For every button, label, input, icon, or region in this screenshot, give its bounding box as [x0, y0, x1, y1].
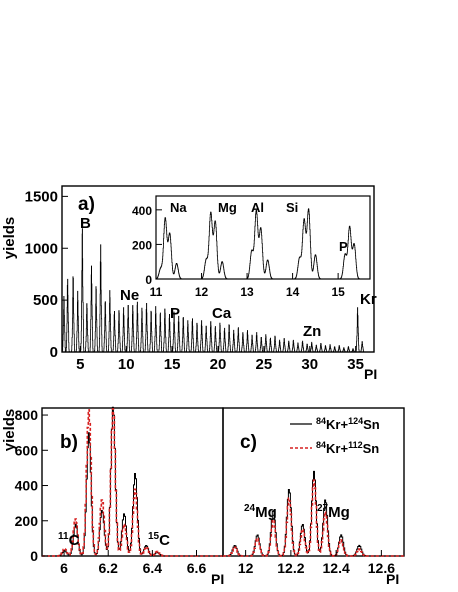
- panel-b-x-ticks: 6 6.2 6.4 6.6: [60, 550, 206, 576]
- panel-a-y-tick-label: 1500: [25, 188, 58, 205]
- panel-c-frame: [222, 407, 405, 557]
- inset-frame: [155, 195, 371, 280]
- element-label-Ca: Ca: [212, 305, 232, 322]
- panel-b-y-tick-label: 600: [15, 442, 39, 458]
- panel-c-series-kr112sn: [223, 479, 404, 557]
- panel-b-plot: [42, 406, 223, 557]
- spectrum-line: [61, 228, 374, 353]
- panel-b-x-tick-label: 6.2: [98, 560, 118, 576]
- panel-c-label: c): [240, 432, 257, 453]
- inset-element-label-Si: Si: [286, 200, 298, 215]
- inset-element-label-P: P: [339, 239, 348, 254]
- panel-b-y-axis-label: yields: [1, 409, 18, 452]
- panel-b-x-axis-label: PI: [211, 571, 224, 587]
- inset-x-ticks: 11 12 13 14 15: [150, 273, 345, 299]
- inset-y-tick-label: 200: [132, 238, 152, 252]
- element-label-P: P: [170, 305, 180, 322]
- panel-c: 12 12.2 12.4 12.6 c) PI 24Mg 27Mg 84Kr+124S…: [222, 407, 405, 587]
- panel-b-annotation-15C: 15C: [148, 531, 170, 549]
- panel-c-x-axis-label: PI: [386, 571, 399, 587]
- panel-b: 6 6.2 6.4 6.6 0 200 400 600 800 b) yields PI 11…: [1, 406, 224, 587]
- panel-c-x-tick-label: 12.4: [323, 560, 350, 576]
- panel-a-y-tick-label: 1000: [25, 240, 58, 257]
- panel-a-inset: 11 12 13 14 15 0 200 400 Na Mg Al Si P: [132, 195, 371, 299]
- panel-b-x-tick-label: 6.6: [187, 560, 207, 576]
- element-label-Zn: Zn: [303, 323, 321, 340]
- panel-c-x-ticks: 12 12.2 12.4 12.6: [238, 550, 395, 576]
- inset-plot: [155, 208, 370, 280]
- inset-x-tick-label: 14: [286, 285, 300, 299]
- panel-c-plot: [223, 470, 404, 557]
- inset-x-tick-label: 15: [331, 285, 345, 299]
- panel-a-x-tick-label: 10: [118, 356, 135, 373]
- inset-spectrum-line: [155, 208, 370, 280]
- panel-c-x-tick-label: 12.6: [368, 560, 395, 576]
- panel-a-x-tick-label: 15: [164, 356, 181, 373]
- panel-a-x-tick-label: 35: [347, 356, 364, 373]
- panel-b-y-tick-label: 0: [30, 548, 38, 564]
- panel-a-x-tick-label: 30: [301, 356, 318, 373]
- legend-label-kr112sn: 84Kr+112Sn: [316, 440, 379, 456]
- inset-element-label-Al: Al: [251, 200, 264, 215]
- inset-element-label-Mg: Mg: [218, 200, 237, 215]
- panel-a-label: a): [78, 194, 95, 215]
- inset-x-tick-label: 12: [195, 285, 209, 299]
- inset-y-tick-label: 400: [132, 204, 152, 218]
- panel-b-y-tick-label: 400: [15, 478, 39, 494]
- panel-b-y-tick-label: 800: [15, 407, 39, 423]
- panel-b-series-kr112sn: [42, 408, 223, 557]
- panel-a-x-tick-label: 25: [256, 356, 273, 373]
- legend: 84Kr+124Sn 84Kr+112Sn: [290, 416, 380, 456]
- panel-a-element-labels: B Ne P Ca Zn Kr: [80, 215, 377, 340]
- panel-b-x-tick-label: 6.4: [143, 560, 163, 576]
- panel-c-annotation-27Mg: 27Mg: [317, 503, 350, 521]
- panel-a-x-tick-label: 5: [76, 356, 84, 373]
- panel-c-x-tick-label: 12.2: [277, 560, 304, 576]
- inset-element-label-Na: Na: [170, 200, 187, 215]
- inset-x-tick-label: 13: [240, 285, 254, 299]
- panel-a-x-tick-label: 20: [210, 356, 227, 373]
- panel-a-y-axis-label: yields: [1, 217, 18, 260]
- panel-c-annotation-24Mg: 24Mg: [244, 503, 277, 521]
- panel-b-label: b): [60, 432, 78, 453]
- element-label-B: B: [80, 215, 91, 232]
- panel-a-y-tick-label: 0: [50, 344, 58, 361]
- panel-b-y-tick-label: 200: [15, 513, 39, 529]
- inset-x-tick-label: 11: [150, 285, 163, 299]
- inset-element-labels: Na Mg Al Si P: [170, 200, 348, 254]
- panel-a-y-ticks: 0 500 1000 1500: [25, 188, 68, 361]
- inset-y-ticks: 0 200 400: [132, 204, 162, 287]
- panel-a-y-tick-label: 500: [33, 292, 58, 309]
- element-label-Ne: Ne: [120, 287, 139, 304]
- panel-b-x-tick-label: 6: [60, 560, 68, 576]
- panel-a-plot: [61, 228, 374, 353]
- panel-b-y-ticks: 0 200 400 600 800: [15, 407, 48, 564]
- legend-label-kr124sn: 84Kr+124Sn: [316, 416, 380, 432]
- panel-b-annotation-11C: 11C: [58, 531, 80, 549]
- panel-a-x-ticks: 5 10 15 20 25 30 35: [76, 346, 364, 373]
- inset-y-tick-label: 0: [145, 273, 152, 287]
- panel-c-x-tick-label: 12: [238, 560, 254, 576]
- panel-a-x-axis-label: PI: [364, 366, 377, 382]
- element-label-Kr: Kr: [360, 291, 377, 308]
